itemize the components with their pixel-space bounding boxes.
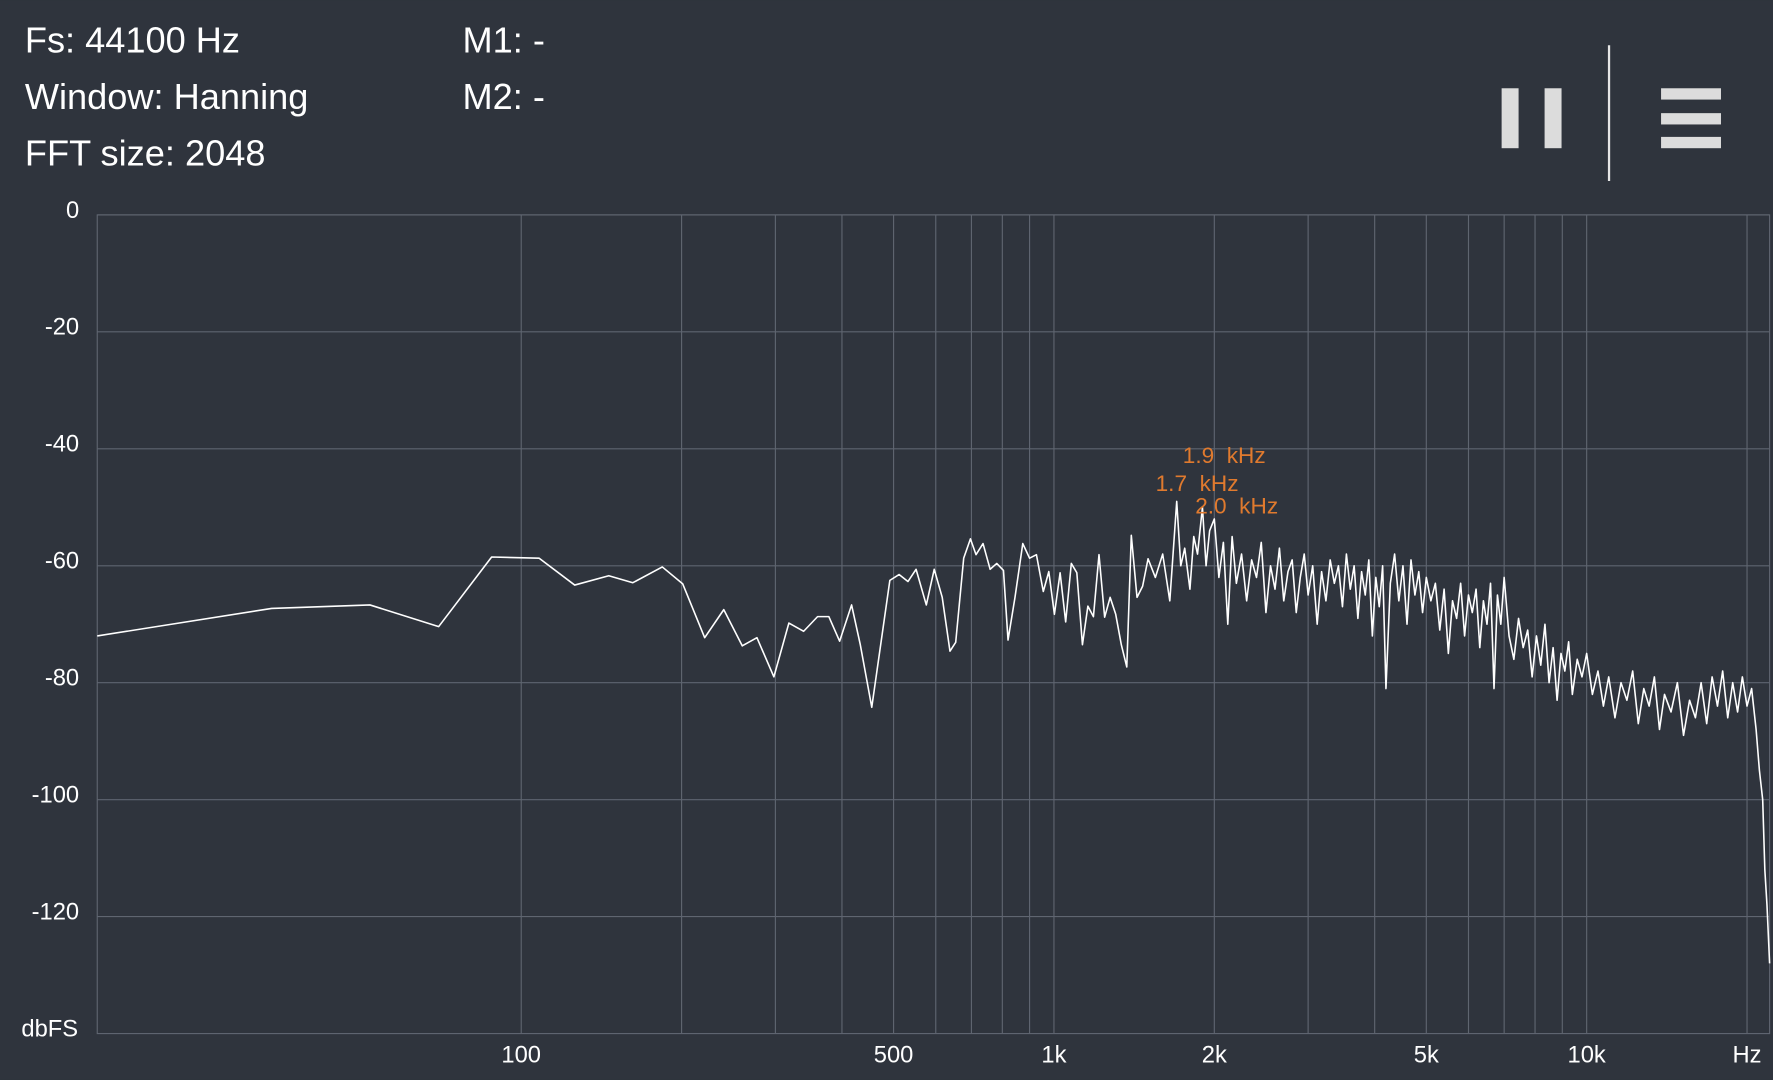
x-axis-label: Hz (1732, 1042, 1761, 1068)
window-type: Window: Hanning (25, 76, 309, 117)
y-tick-label: -80 (45, 666, 79, 692)
menu-button[interactable] (1651, 79, 1732, 158)
pause-bar (1544, 88, 1562, 149)
menu-bar (1661, 136, 1721, 149)
y-tick-label: 0 (66, 198, 79, 224)
x-tick-label: 10k (1568, 1042, 1606, 1068)
y-tick-label: -20 (45, 315, 79, 341)
x-tick-label: 2k (1202, 1042, 1227, 1068)
peak-label: 1.7 kHz (1156, 471, 1239, 496)
pause-bar (1501, 88, 1519, 149)
x-tick-label: 100 (501, 1042, 541, 1068)
peak-label: 2.0 kHz (1195, 494, 1278, 519)
x-tick-label: 1k (1041, 1042, 1066, 1068)
y-tick-label: -100 (32, 783, 80, 809)
spectrum-line (97, 500, 1771, 964)
pause-button[interactable] (1490, 79, 1571, 158)
y-tick-label: -120 (32, 899, 80, 925)
marker-2: M2: - (462, 76, 544, 117)
peak-label: 1.9 kHz (1183, 443, 1266, 468)
menu-bar (1661, 113, 1721, 125)
fft-size: FFT size: 2048 (25, 133, 266, 174)
x-tick-label: 5k (1414, 1042, 1439, 1068)
y-tick-label: -60 (45, 549, 79, 575)
y-tick-label: -40 (45, 432, 79, 458)
menu-bar (1661, 88, 1721, 100)
sample-rate: Fs: 44100 Hz (25, 20, 240, 61)
y-axis-label: dbFS (21, 1016, 78, 1042)
spectrum-plot: 0 -20 -40 -60 -80 -100 -120 100 500 1k 2k 5k 10k Hz db… (21, 198, 1771, 1068)
x-tick-label: 500 (874, 1042, 914, 1068)
marker-1: M1: - (462, 20, 544, 61)
